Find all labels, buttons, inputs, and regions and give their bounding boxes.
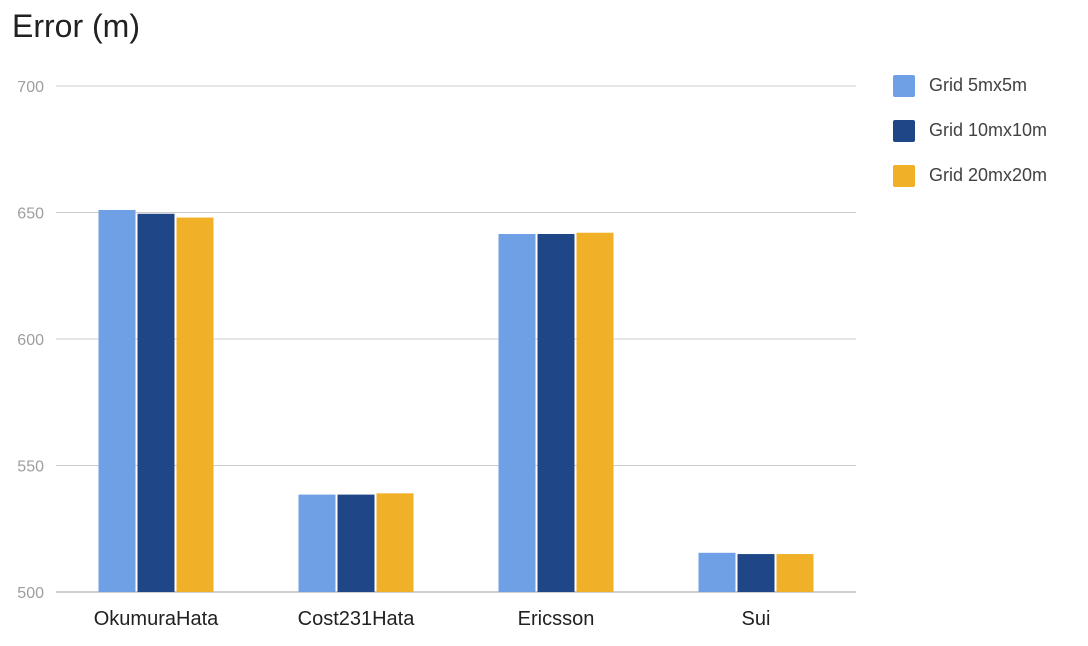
legend-item: Grid 5mx5m xyxy=(893,74,1047,97)
y-tick-label: 500 xyxy=(17,585,44,602)
legend-label: Grid 20mx20m xyxy=(929,165,1048,185)
legend-swatch xyxy=(893,164,915,187)
bar xyxy=(376,493,414,592)
legend-item: Grid 10mx10m xyxy=(893,119,1047,142)
legend-label: Grid 10mx10m xyxy=(929,120,1048,140)
bar xyxy=(737,554,775,592)
legend: Grid 5mx5m Grid 10mx10m Grid 20mx20m xyxy=(893,74,1047,209)
bar xyxy=(537,234,575,592)
bar xyxy=(776,554,814,592)
x-tick-label: Ericsson xyxy=(518,608,595,630)
bar xyxy=(98,209,136,592)
y-tick-label: 650 xyxy=(17,206,44,223)
legend-label: Grid 5mx5m xyxy=(929,75,1028,95)
legend-item: Grid 20mx20m xyxy=(893,164,1047,187)
bar xyxy=(498,234,536,592)
bar xyxy=(337,494,375,592)
bar xyxy=(298,494,336,592)
bar xyxy=(137,213,175,592)
x-tick-label: OkumuraHata xyxy=(94,608,219,630)
y-tick-label: 700 xyxy=(17,79,44,96)
y-tick-label: 550 xyxy=(17,459,44,476)
bar-chart: 500 550 600 650 700 OkumuraHata Cost231Hata Eri… xyxy=(17,79,856,630)
chart-title: Error (m) xyxy=(12,8,140,44)
x-tick-label: Sui xyxy=(742,608,771,630)
legend-swatch xyxy=(893,119,915,142)
bar xyxy=(576,232,614,593)
bar xyxy=(698,552,736,592)
legend-swatch xyxy=(893,74,915,97)
bar xyxy=(176,217,214,592)
x-tick-label: Cost231Hata xyxy=(298,608,416,630)
y-tick-label: 600 xyxy=(17,332,44,349)
